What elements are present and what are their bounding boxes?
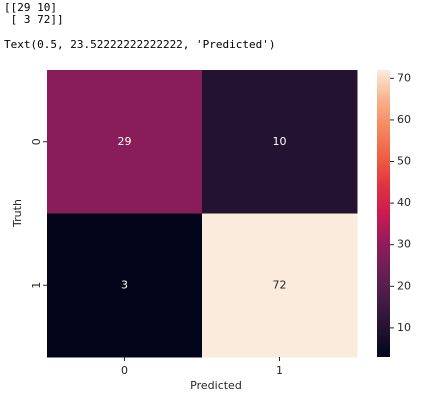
colorbar-tick-label: 10: [397, 321, 411, 334]
y-tick-label: 0: [30, 138, 43, 145]
output-line: [[29 10]: [4, 1, 57, 14]
colorbar-tick-label: 20: [397, 279, 411, 292]
colorbar-tick-label: 50: [397, 155, 411, 168]
cell-label: 72: [273, 278, 287, 291]
x-tick-label: 0: [121, 364, 128, 377]
heatmap-cell: [202, 70, 358, 214]
colorbar-tick-label: 40: [397, 196, 411, 209]
output-line: [ 3 72]]: [4, 13, 64, 26]
colorbar-tick-label: 70: [397, 71, 411, 84]
cell-label: 3: [121, 278, 128, 291]
x-axis-label: Predicted: [190, 379, 242, 392]
x-tick-label: 1: [276, 364, 283, 377]
heatmap-cell: [47, 213, 203, 358]
output-line: Text(0.5, 23.52222222222222, 'Predicted'…: [4, 38, 276, 51]
y-tick-label: 1: [30, 282, 43, 289]
y-axis-label: Truth: [11, 199, 24, 228]
colorbar-tick-label: 30: [397, 238, 411, 251]
heatmap-cell: [202, 213, 358, 358]
cell-label: 10: [273, 135, 287, 148]
colorbar: [377, 70, 390, 357]
colorbar-tick-label: 60: [397, 113, 411, 126]
cell-label: 29: [118, 135, 132, 148]
heatmap-cell: [47, 70, 203, 214]
